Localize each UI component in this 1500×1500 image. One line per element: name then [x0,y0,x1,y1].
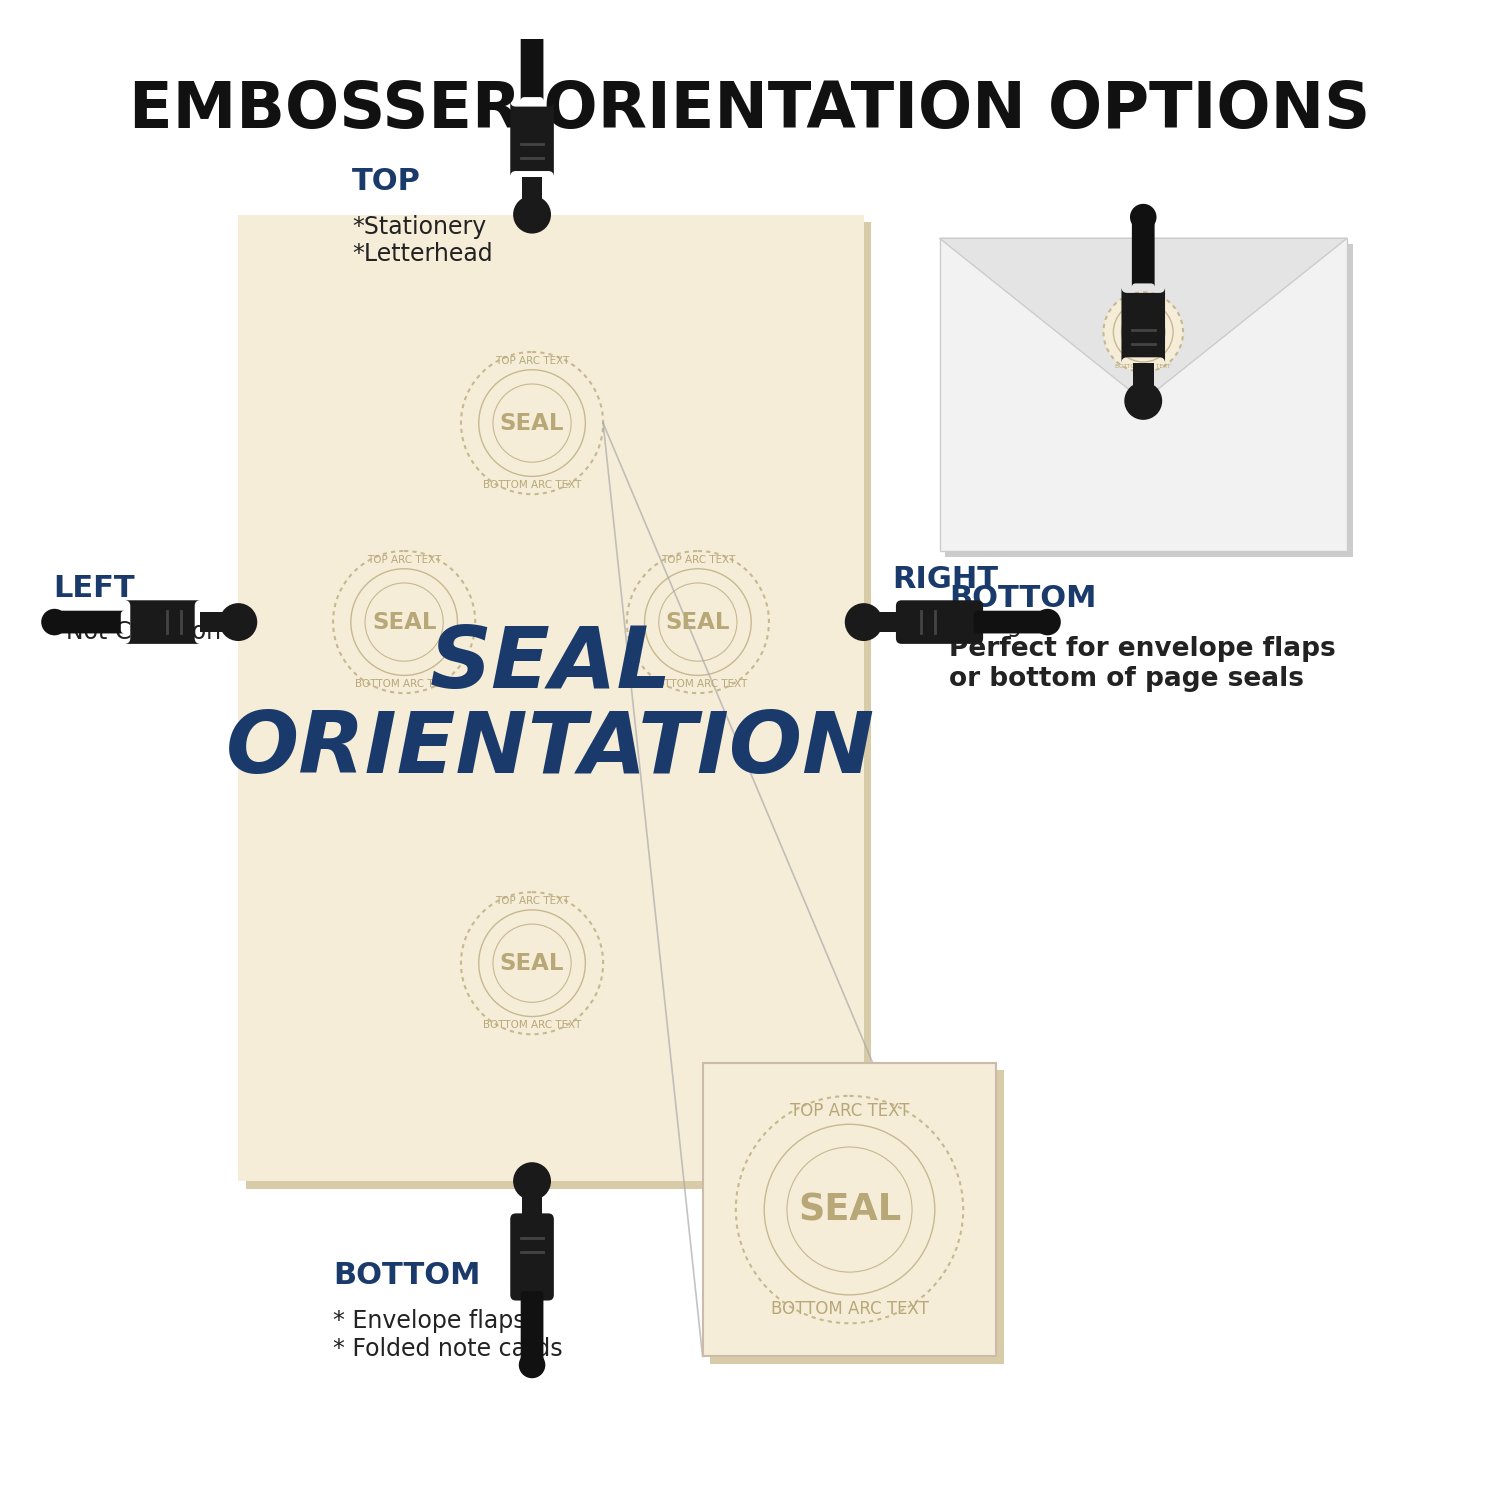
FancyBboxPatch shape [510,1214,554,1300]
FancyBboxPatch shape [58,610,124,633]
Text: RIGHT: RIGHT [892,564,998,594]
Polygon shape [939,238,1347,400]
Text: ORIENTATION: ORIENTATION [226,708,876,792]
Text: LEFT: LEFT [54,574,135,603]
FancyBboxPatch shape [246,222,871,1188]
Circle shape [460,352,603,494]
Circle shape [1035,609,1060,636]
FancyBboxPatch shape [939,238,1347,550]
Circle shape [219,603,258,640]
Text: SEAL: SEAL [500,951,564,975]
FancyBboxPatch shape [520,1292,543,1365]
Circle shape [1125,382,1162,420]
Text: SEAL: SEAL [500,411,564,435]
Circle shape [844,603,882,640]
Circle shape [513,195,550,234]
Text: BOTTOM ARC TEXT: BOTTOM ARC TEXT [1116,364,1172,369]
Circle shape [627,550,770,693]
Text: * Book page: * Book page [892,612,1036,636]
Text: TOP ARC TEXT: TOP ARC TEXT [368,555,441,566]
Text: TOP ARC TEXT: TOP ARC TEXT [789,1101,909,1119]
Text: TOP ARC TEXT: TOP ARC TEXT [1122,296,1164,300]
Circle shape [1104,292,1184,372]
Circle shape [513,1162,550,1200]
Text: BOTTOM ARC TEXT: BOTTOM ARC TEXT [483,480,580,490]
FancyBboxPatch shape [945,244,1353,556]
Circle shape [40,609,68,636]
Text: SEAL: SEAL [798,1191,901,1228]
FancyBboxPatch shape [896,600,983,644]
FancyBboxPatch shape [1122,286,1166,363]
FancyBboxPatch shape [201,612,229,633]
Circle shape [519,18,546,44]
Text: Perfect for envelope flaps
or bottom of page seals: Perfect for envelope flaps or bottom of … [950,636,1335,693]
FancyBboxPatch shape [710,1071,1004,1364]
Text: BOTTOM ARC TEXT: BOTTOM ARC TEXT [771,1299,928,1317]
Text: TOP ARC TEXT: TOP ARC TEXT [495,897,568,906]
Text: BOTTOM ARC TEXT: BOTTOM ARC TEXT [648,680,747,688]
Text: BOTTOM ARC TEXT: BOTTOM ARC TEXT [483,1020,580,1031]
FancyBboxPatch shape [702,1062,996,1356]
Text: EMBOSSER ORIENTATION OPTIONS: EMBOSSER ORIENTATION OPTIONS [129,80,1371,141]
Circle shape [519,1352,546,1378]
FancyBboxPatch shape [124,600,201,644]
FancyBboxPatch shape [522,1191,543,1219]
Text: *Stationery
*Letterhead: *Stationery *Letterhead [352,214,492,267]
Circle shape [1130,204,1156,231]
Text: TOP ARC TEXT: TOP ARC TEXT [495,357,568,366]
FancyBboxPatch shape [510,100,554,177]
Text: SEAL: SEAL [372,610,436,633]
FancyBboxPatch shape [522,177,543,206]
Text: BOTTOM ARC TEXT: BOTTOM ARC TEXT [356,680,453,688]
FancyBboxPatch shape [974,610,1047,633]
FancyBboxPatch shape [520,34,543,100]
FancyBboxPatch shape [238,214,864,1180]
Text: TOP: TOP [352,166,422,195]
Text: BOTTOM: BOTTOM [950,584,1096,612]
Text: SEAL: SEAL [1125,326,1161,339]
FancyBboxPatch shape [1132,363,1154,392]
Text: BOTTOM: BOTTOM [333,1262,480,1290]
Circle shape [736,1096,963,1323]
Circle shape [460,892,603,1035]
FancyBboxPatch shape [873,612,901,633]
FancyBboxPatch shape [1132,220,1155,286]
Circle shape [333,550,476,693]
Text: SEAL: SEAL [430,622,672,706]
Text: TOP ARC TEXT: TOP ARC TEXT [660,555,735,566]
Text: SEAL: SEAL [666,610,730,633]
Text: *Not Common: *Not Common [54,620,220,644]
Text: * Envelope flaps
* Folded note cards: * Envelope flaps * Folded note cards [333,1310,562,1360]
